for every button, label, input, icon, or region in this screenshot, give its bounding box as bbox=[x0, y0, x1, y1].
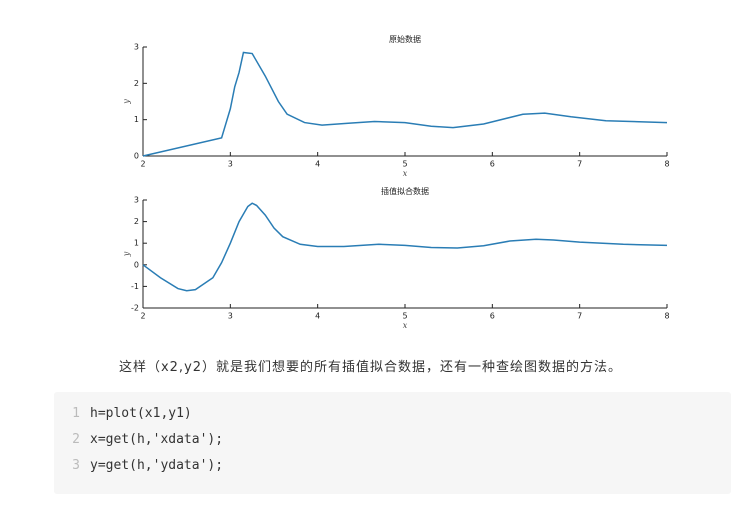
chart-title: 原始数据 bbox=[389, 34, 421, 44]
x-tick-label: 2 bbox=[140, 312, 145, 321]
x-tick-label: 8 bbox=[664, 160, 669, 169]
y-tick-label: 0 bbox=[134, 260, 139, 269]
x-axis-label: x bbox=[403, 321, 408, 330]
x-tick-label: 4 bbox=[315, 160, 320, 169]
x-axis-label: x bbox=[403, 169, 408, 178]
x-tick-label: 5 bbox=[402, 160, 407, 169]
data-line bbox=[142, 51, 668, 157]
charts: 原始数据 x y 2 3 4 5 6 7 8 0 1 2 3 插值拟合数据 x y 2 3 4 5 6 7 8 -2 -1 0 1 2 3 bbox=[122, 34, 670, 330]
x-tick-label: 8 bbox=[664, 312, 669, 321]
y-tick-label: 1 bbox=[134, 115, 139, 124]
y-tick-label: 3 bbox=[134, 196, 139, 205]
y-tick-label: 2 bbox=[134, 79, 139, 88]
code-line: h=plot(x1,y1) bbox=[90, 406, 192, 421]
x-tick-label: 2 bbox=[140, 160, 145, 169]
line-number: 3 bbox=[72, 458, 80, 473]
code-line: x=get(h,'xdata'); bbox=[90, 432, 224, 447]
y-tick-label: -1 bbox=[131, 282, 139, 291]
x-tick-label: 6 bbox=[490, 312, 495, 321]
y-tick-label: 2 bbox=[134, 217, 139, 226]
y-tick-label: 3 bbox=[134, 43, 139, 52]
y-axis-label: y bbox=[122, 251, 131, 257]
x-tick-label: 3 bbox=[228, 312, 233, 321]
x-tick-label: 4 bbox=[315, 312, 320, 321]
y-tick-label: 0 bbox=[134, 152, 139, 161]
x-tick-label: 5 bbox=[402, 312, 407, 321]
code-block: 1 h=plot(x1,y1) 2 x=get(h,'xdata'); 3 y=get(h… bbox=[54, 392, 731, 494]
x-tick-label: 6 bbox=[490, 160, 495, 169]
data-line bbox=[142, 202, 668, 292]
paragraph: 这样（x2,y2）就是我们想要的所有插值拟合数据，还有一种查绘图数据的方法。 bbox=[118, 360, 623, 375]
y-tick-label: 1 bbox=[134, 239, 139, 248]
line-number: 1 bbox=[72, 406, 80, 421]
y-axis-label: y bbox=[122, 99, 131, 105]
line-number: 2 bbox=[72, 432, 80, 447]
x-tick-label: 7 bbox=[577, 312, 582, 321]
y-tick-label: -2 bbox=[131, 304, 139, 313]
x-tick-label: 7 bbox=[577, 160, 582, 169]
code-line: y=get(h,'ydata'); bbox=[90, 458, 224, 473]
x-tick-label: 3 bbox=[228, 160, 233, 169]
chart-title: 插值拟合数据 bbox=[381, 186, 429, 196]
